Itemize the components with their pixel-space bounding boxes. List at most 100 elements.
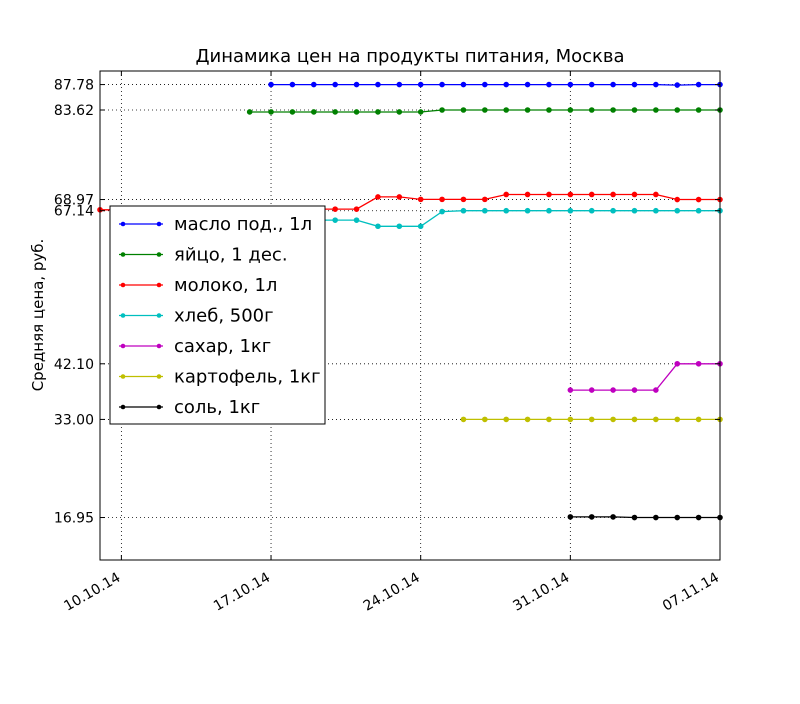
data-point: [568, 515, 573, 520]
data-point: [354, 110, 359, 115]
data-point: [675, 197, 680, 202]
data-point: [568, 208, 573, 213]
data-point: [461, 417, 466, 422]
data-point: [632, 82, 637, 87]
data-point: [376, 82, 381, 87]
data-point: [311, 110, 316, 115]
data-point: [632, 388, 637, 393]
data-point: [397, 195, 402, 200]
data-point: [418, 82, 423, 87]
data-point: [397, 224, 402, 229]
y-axis-label: Средняя цена, руб.: [29, 239, 47, 392]
data-point: [333, 110, 338, 115]
legend-marker: [121, 283, 126, 288]
data-point: [483, 108, 488, 113]
data-point: [589, 388, 594, 393]
y-tick-label: 33.00: [54, 412, 94, 428]
legend: масло под., 1ляйцо, 1 дес.молоко, 1лхлеб…: [110, 206, 325, 424]
data-point: [568, 388, 573, 393]
series-line: [271, 85, 720, 86]
data-point: [611, 108, 616, 113]
data-point: [654, 82, 659, 87]
legend-label: сахар, 1кг: [174, 336, 271, 357]
data-point: [568, 108, 573, 113]
data-point: [547, 108, 552, 113]
legend-marker: [157, 313, 162, 318]
data-point: [611, 192, 616, 197]
data-point: [418, 197, 423, 202]
data-point: [632, 208, 637, 213]
legend-label: картофель, 1кг: [174, 367, 321, 388]
legend-marker: [157, 374, 162, 379]
data-point: [675, 361, 680, 366]
legend-label: масло под., 1л: [174, 214, 312, 235]
data-point: [654, 515, 659, 520]
data-point: [654, 108, 659, 113]
data-point: [675, 108, 680, 113]
data-point: [525, 192, 530, 197]
data-point: [504, 108, 509, 113]
data-point: [483, 208, 488, 213]
data-point: [696, 361, 701, 366]
data-point: [547, 417, 552, 422]
legend-marker: [121, 222, 126, 227]
data-point: [525, 82, 530, 87]
data-point: [525, 208, 530, 213]
data-point: [376, 224, 381, 229]
data-point: [354, 207, 359, 212]
y-tick-label: 68.97: [54, 193, 94, 209]
data-point: [418, 110, 423, 115]
legend-label: хлеб, 500г: [174, 306, 274, 327]
data-point: [675, 417, 680, 422]
legend-marker: [157, 222, 162, 227]
data-point: [696, 108, 701, 113]
data-point: [696, 515, 701, 520]
data-point: [589, 108, 594, 113]
data-point: [696, 82, 701, 87]
data-point: [311, 82, 316, 87]
data-point: [461, 197, 466, 202]
data-point: [440, 197, 445, 202]
data-point: [696, 197, 701, 202]
data-point: [568, 192, 573, 197]
data-point: [461, 82, 466, 87]
data-point: [333, 218, 338, 223]
y-tick-label: 42.10: [54, 357, 94, 373]
data-point: [333, 207, 338, 212]
data-point: [440, 209, 445, 214]
data-point: [696, 417, 701, 422]
data-point: [376, 195, 381, 200]
data-point: [675, 208, 680, 213]
legend-marker: [157, 405, 162, 410]
data-point: [376, 110, 381, 115]
data-point: [589, 192, 594, 197]
data-point: [290, 110, 295, 115]
data-point: [654, 192, 659, 197]
data-point: [269, 110, 274, 115]
data-point: [654, 208, 659, 213]
legend-marker: [157, 252, 162, 257]
legend-marker: [121, 374, 126, 379]
data-point: [547, 82, 552, 87]
data-point: [675, 515, 680, 520]
data-point: [504, 417, 509, 422]
data-point: [611, 388, 616, 393]
data-point: [290, 82, 295, 87]
chart-title: Динамика цен на продукты питания, Москва: [195, 46, 624, 67]
data-point: [589, 515, 594, 520]
legend-marker: [121, 344, 126, 349]
data-point: [418, 224, 423, 229]
data-point: [525, 417, 530, 422]
data-point: [269, 82, 274, 87]
data-point: [504, 192, 509, 197]
legend-marker: [121, 252, 126, 257]
data-point: [354, 82, 359, 87]
data-point: [440, 82, 445, 87]
data-point: [675, 83, 680, 88]
data-point: [547, 208, 552, 213]
data-point: [461, 108, 466, 113]
data-point: [568, 417, 573, 422]
data-point: [525, 108, 530, 113]
data-point: [247, 110, 252, 115]
